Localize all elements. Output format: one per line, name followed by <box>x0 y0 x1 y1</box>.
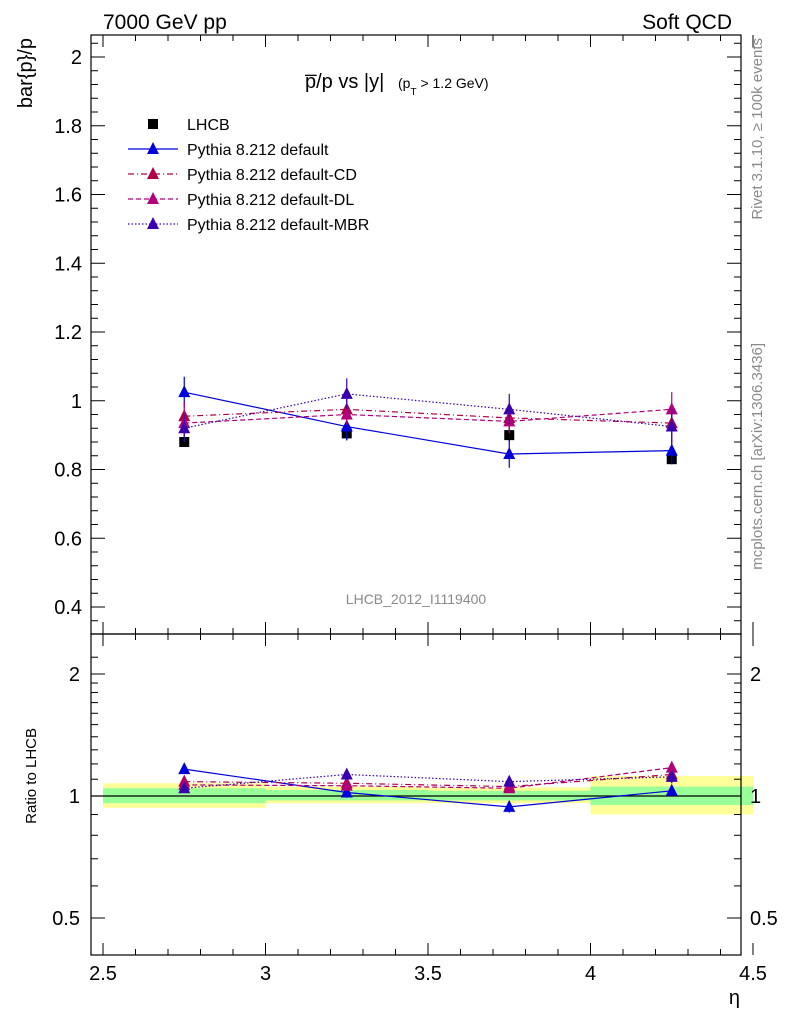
main-point-pythia-8-212-default <box>178 385 191 398</box>
main-point-pythia-8-212-default <box>503 447 516 460</box>
main-point-pythia-8-212-default <box>665 443 678 456</box>
ratio-y-tick-label: 0.5 <box>52 908 80 930</box>
ratio-line-pythia-8-212-default-cd <box>184 773 672 788</box>
y-tick-label: 2 <box>71 47 82 69</box>
main-line-pythia-8-212-default <box>184 391 672 455</box>
legend-marker <box>148 119 158 129</box>
legend-item-pythia-8-212-default-mbr: Pythia 8.212 default-MBR <box>128 217 369 234</box>
main-line-pythia-8-212-default-mbr <box>184 393 672 429</box>
analysis-label: LHCB_2012_I1119400 <box>346 591 487 607</box>
plot-title-sub: (pT > 1.2 GeV) <box>398 75 489 98</box>
x-axis-label: η <box>729 987 740 1009</box>
ratio-y-tick-label-right: 2 <box>750 664 761 686</box>
header-left: 7000 GeV pp <box>103 11 227 34</box>
legend-marker <box>147 167 159 179</box>
main-point-pythia-8-212-default-mbr <box>503 402 516 415</box>
legend-label: LHCB <box>187 117 230 134</box>
x-tick-label: 4 <box>585 963 596 985</box>
ratio-y-tick-label: 1 <box>69 786 80 808</box>
ratio-point-pythia-8-212-default <box>665 783 678 796</box>
legend: LHCB Pythia 8.212 default Pythia 8.212 def… <box>128 117 369 234</box>
legend-label: Pythia 8.212 default-MBR <box>187 217 369 234</box>
ratio-point-pythia-8-212-default-mbr <box>178 781 191 794</box>
rivet-label: Rivet 3.1.10, ≥ 100k events <box>749 38 766 220</box>
ratio-y-tick-label: 2 <box>69 664 80 686</box>
main-line-pythia-8-212-default-cd <box>184 408 672 424</box>
y-tick-label: 0.8 <box>54 460 82 482</box>
y-tick-label: 0.4 <box>54 597 82 619</box>
y-tick-label: 1.4 <box>54 253 82 275</box>
ratio-point-pythia-8-212-default-mbr <box>340 767 353 780</box>
y-tick-label: 1.2 <box>54 322 82 344</box>
ratio-y-tick-label-right: 0.5 <box>750 908 778 930</box>
x-tick-label: 4.5 <box>739 963 767 985</box>
ratio-point-pythia-8-212-default-mbr <box>503 774 516 787</box>
main-series-pythia-8-212-default-mbr <box>178 378 678 444</box>
ratio-frame <box>90 633 742 956</box>
plot-title-main: p̅/p vs |y| <box>305 71 384 93</box>
main-point-pythia-8-212-default-mbr <box>665 419 678 432</box>
x-tick-label: 3.5 <box>414 963 442 985</box>
y-tick-label: 1.8 <box>54 116 82 138</box>
main-series-pythia-8-212-default-dl <box>178 392 678 437</box>
plot-title-sub-rest: > 1.2 GeV) <box>417 75 489 91</box>
legend-item-lhcb: LHCB <box>148 117 230 134</box>
legend-marker <box>147 142 159 154</box>
ratio-point-pythia-8-212-default <box>503 799 516 812</box>
ratio-line-pythia-8-212-default-mbr <box>184 773 672 789</box>
ratio-line-pythia-8-212-default-dl <box>184 767 672 789</box>
y-tick-label: 1.6 <box>54 185 82 207</box>
main-point-pythia-8-212-default-mbr <box>178 421 191 434</box>
ratio-series-pythia-8-212-default-mbr <box>178 767 678 794</box>
main-series-pythia-8-212-default <box>178 376 678 468</box>
legend-item-pythia-8-212-default-cd: Pythia 8.212 default-CD <box>128 167 357 184</box>
legend-item-pythia-8-212-default-dl: Pythia 8.212 default-DL <box>128 192 354 209</box>
x-tick-label: 2.5 <box>89 963 117 985</box>
y-axis-label: bar{p}/p <box>15 38 37 108</box>
main-point-lhcb <box>504 430 515 441</box>
y-tick-label: 0.6 <box>54 528 82 550</box>
main-point-pythia-8-212-default <box>340 419 353 432</box>
ratio-point-pythia-8-212-default <box>340 785 353 798</box>
main-series-lhcb <box>179 426 677 465</box>
ratio-point-pythia-8-212-default-dl <box>340 778 353 791</box>
ratio-point-pythia-8-212-default <box>178 762 191 775</box>
ratio-point-pythia-8-212-default-dl <box>665 760 678 773</box>
ratio-point-pythia-8-212-default-dl <box>503 781 516 794</box>
ratio-y-axis-label: Ratio to LHCB <box>23 728 40 824</box>
legend-marker <box>147 192 159 204</box>
ratio-y-tick-label-right: 1 <box>750 786 761 808</box>
ratio-series-pythia-8-212-default-dl <box>178 760 678 794</box>
main-point-pythia-8-212-default-dl <box>340 407 353 420</box>
plot-title-sub-index: T <box>410 87 416 98</box>
x-tick-label: 3 <box>260 963 271 985</box>
ratio-point-pythia-8-212-default-mbr <box>665 769 678 782</box>
legend-item-pythia-8-212-default: Pythia 8.212 default <box>128 142 329 159</box>
main-point-pythia-8-212-default-mbr <box>340 386 353 399</box>
main-panel: 0.4 0.6 0.8 1 1.2 1.4 1.6 1.8 2 <box>54 34 754 635</box>
legend-marker <box>147 217 159 229</box>
ratio-panel: 2.5 3 3.5 4 4.5 0.5 0.5 1 1 2 2 <box>52 633 778 985</box>
legend-label: Pythia 8.212 default-DL <box>187 192 354 209</box>
main-line-pythia-8-212-default-dl <box>184 408 672 424</box>
legend-label: Pythia 8.212 default-CD <box>187 167 357 184</box>
plot-title: p̅/p vs |y| (pT > 1.2 GeV) <box>305 71 489 98</box>
main-point-pythia-8-212-default-dl <box>665 402 678 415</box>
mcplots-label: mcplots.cern.ch [arXiv:1306.3436] <box>749 343 766 570</box>
y-tick-label: 1 <box>71 391 82 413</box>
header-right: Soft QCD <box>642 11 732 34</box>
legend-label: Pythia 8.212 default <box>187 142 329 159</box>
